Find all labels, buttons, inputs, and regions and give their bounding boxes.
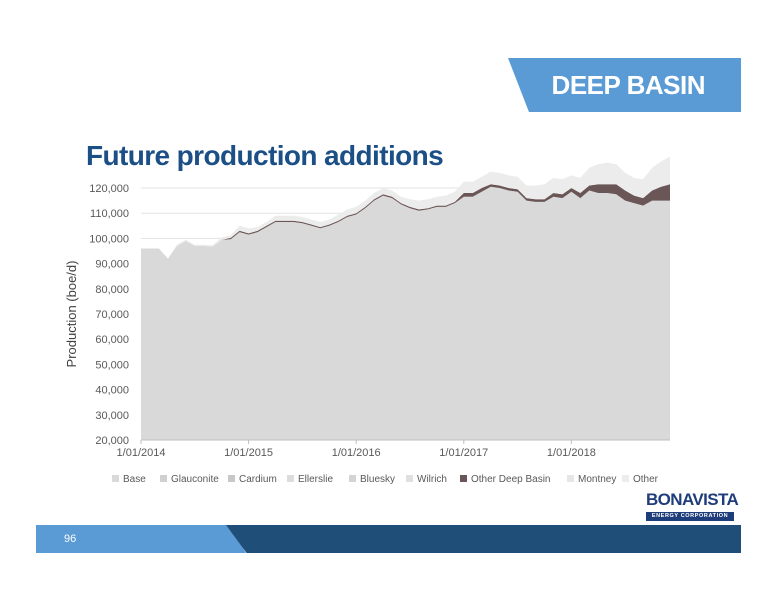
logo-subtext: ENERGY CORPORATION <box>646 512 734 521</box>
y-tick-label: 90,000 <box>95 259 129 271</box>
y-axis-title: Production (boe/d) <box>64 261 79 368</box>
legend-label: Glauconite <box>171 474 219 485</box>
legend-item-wilrich: Wilrich <box>406 474 447 485</box>
legend-swatch <box>406 475 413 482</box>
area-series-other-deep-basin <box>141 184 670 259</box>
y-tick-label: 110,000 <box>90 208 129 220</box>
legend-swatch <box>460 475 467 482</box>
page-number: 96 <box>64 533 77 545</box>
y-tick-label: 20,000 <box>95 435 129 447</box>
area-series-base <box>141 186 670 440</box>
area-series-other <box>141 156 670 259</box>
section-title: DEEP BASIN <box>551 70 706 100</box>
legend-label: Other <box>633 474 659 485</box>
legend-item-montney: Montney <box>567 474 616 485</box>
company-logo: BONAVISTA ENERGY CORPORATION <box>646 490 739 522</box>
legend-label: Ellerslie <box>298 474 334 485</box>
x-tick-label: 1/01/2017 <box>439 447 488 459</box>
footer-right-band <box>226 525 741 553</box>
legend-item-glauconite: Glauconite <box>160 474 219 485</box>
legend-swatch <box>228 475 235 482</box>
footer-left-band <box>36 525 246 553</box>
y-tick-label: 50,000 <box>95 359 129 371</box>
legend-label: Bluesky <box>360 474 396 485</box>
legend-item-ellerslie: Ellerslie <box>287 474 333 485</box>
legend-item-other-deep-basin: Other Deep Basin <box>460 474 551 485</box>
y-tick-label: 70,000 <box>95 309 129 321</box>
legend-swatch <box>349 475 356 482</box>
legend-swatch <box>287 475 294 482</box>
y-tick-label: 40,000 <box>95 385 129 397</box>
y-tick-label: 60,000 <box>95 334 129 346</box>
y-tick-label: 30,000 <box>95 410 129 422</box>
legend-item-base: Base <box>112 474 146 485</box>
legend-item-cardium: Cardium <box>228 474 277 485</box>
x-tick-label: 1/01/2018 <box>547 447 596 459</box>
legend-item-other: Other <box>622 474 658 485</box>
y-tick-label: 80,000 <box>95 284 129 296</box>
y-tick-label: 100,000 <box>89 233 129 245</box>
legend-label: Cardium <box>239 474 277 485</box>
y-tick-label: 120,000 <box>89 183 129 195</box>
x-tick-label: 1/01/2015 <box>224 447 273 459</box>
legend-label: Montney <box>578 474 617 485</box>
legend-swatch <box>160 475 167 482</box>
legend-swatch <box>112 475 119 482</box>
legend-swatch <box>622 475 629 482</box>
section-banner: DEEP BASIN <box>508 58 741 112</box>
legend-label: Wilrich <box>417 474 447 485</box>
legend-swatch <box>567 475 574 482</box>
chart-legend: Base Glauconite Cardium Ellerslie Bluesky Wil… <box>112 474 672 488</box>
x-tick-label: 1/01/2014 <box>117 447 166 459</box>
page-title: Future production additions <box>86 140 444 171</box>
logo-wordmark: BONAVISTA <box>646 490 739 509</box>
legend-label: Other Deep Basin <box>471 474 551 485</box>
legend-label: Base <box>123 474 146 485</box>
legend-item-bluesky: Bluesky <box>349 474 395 485</box>
x-tick-label: 1/01/2016 <box>332 447 381 459</box>
